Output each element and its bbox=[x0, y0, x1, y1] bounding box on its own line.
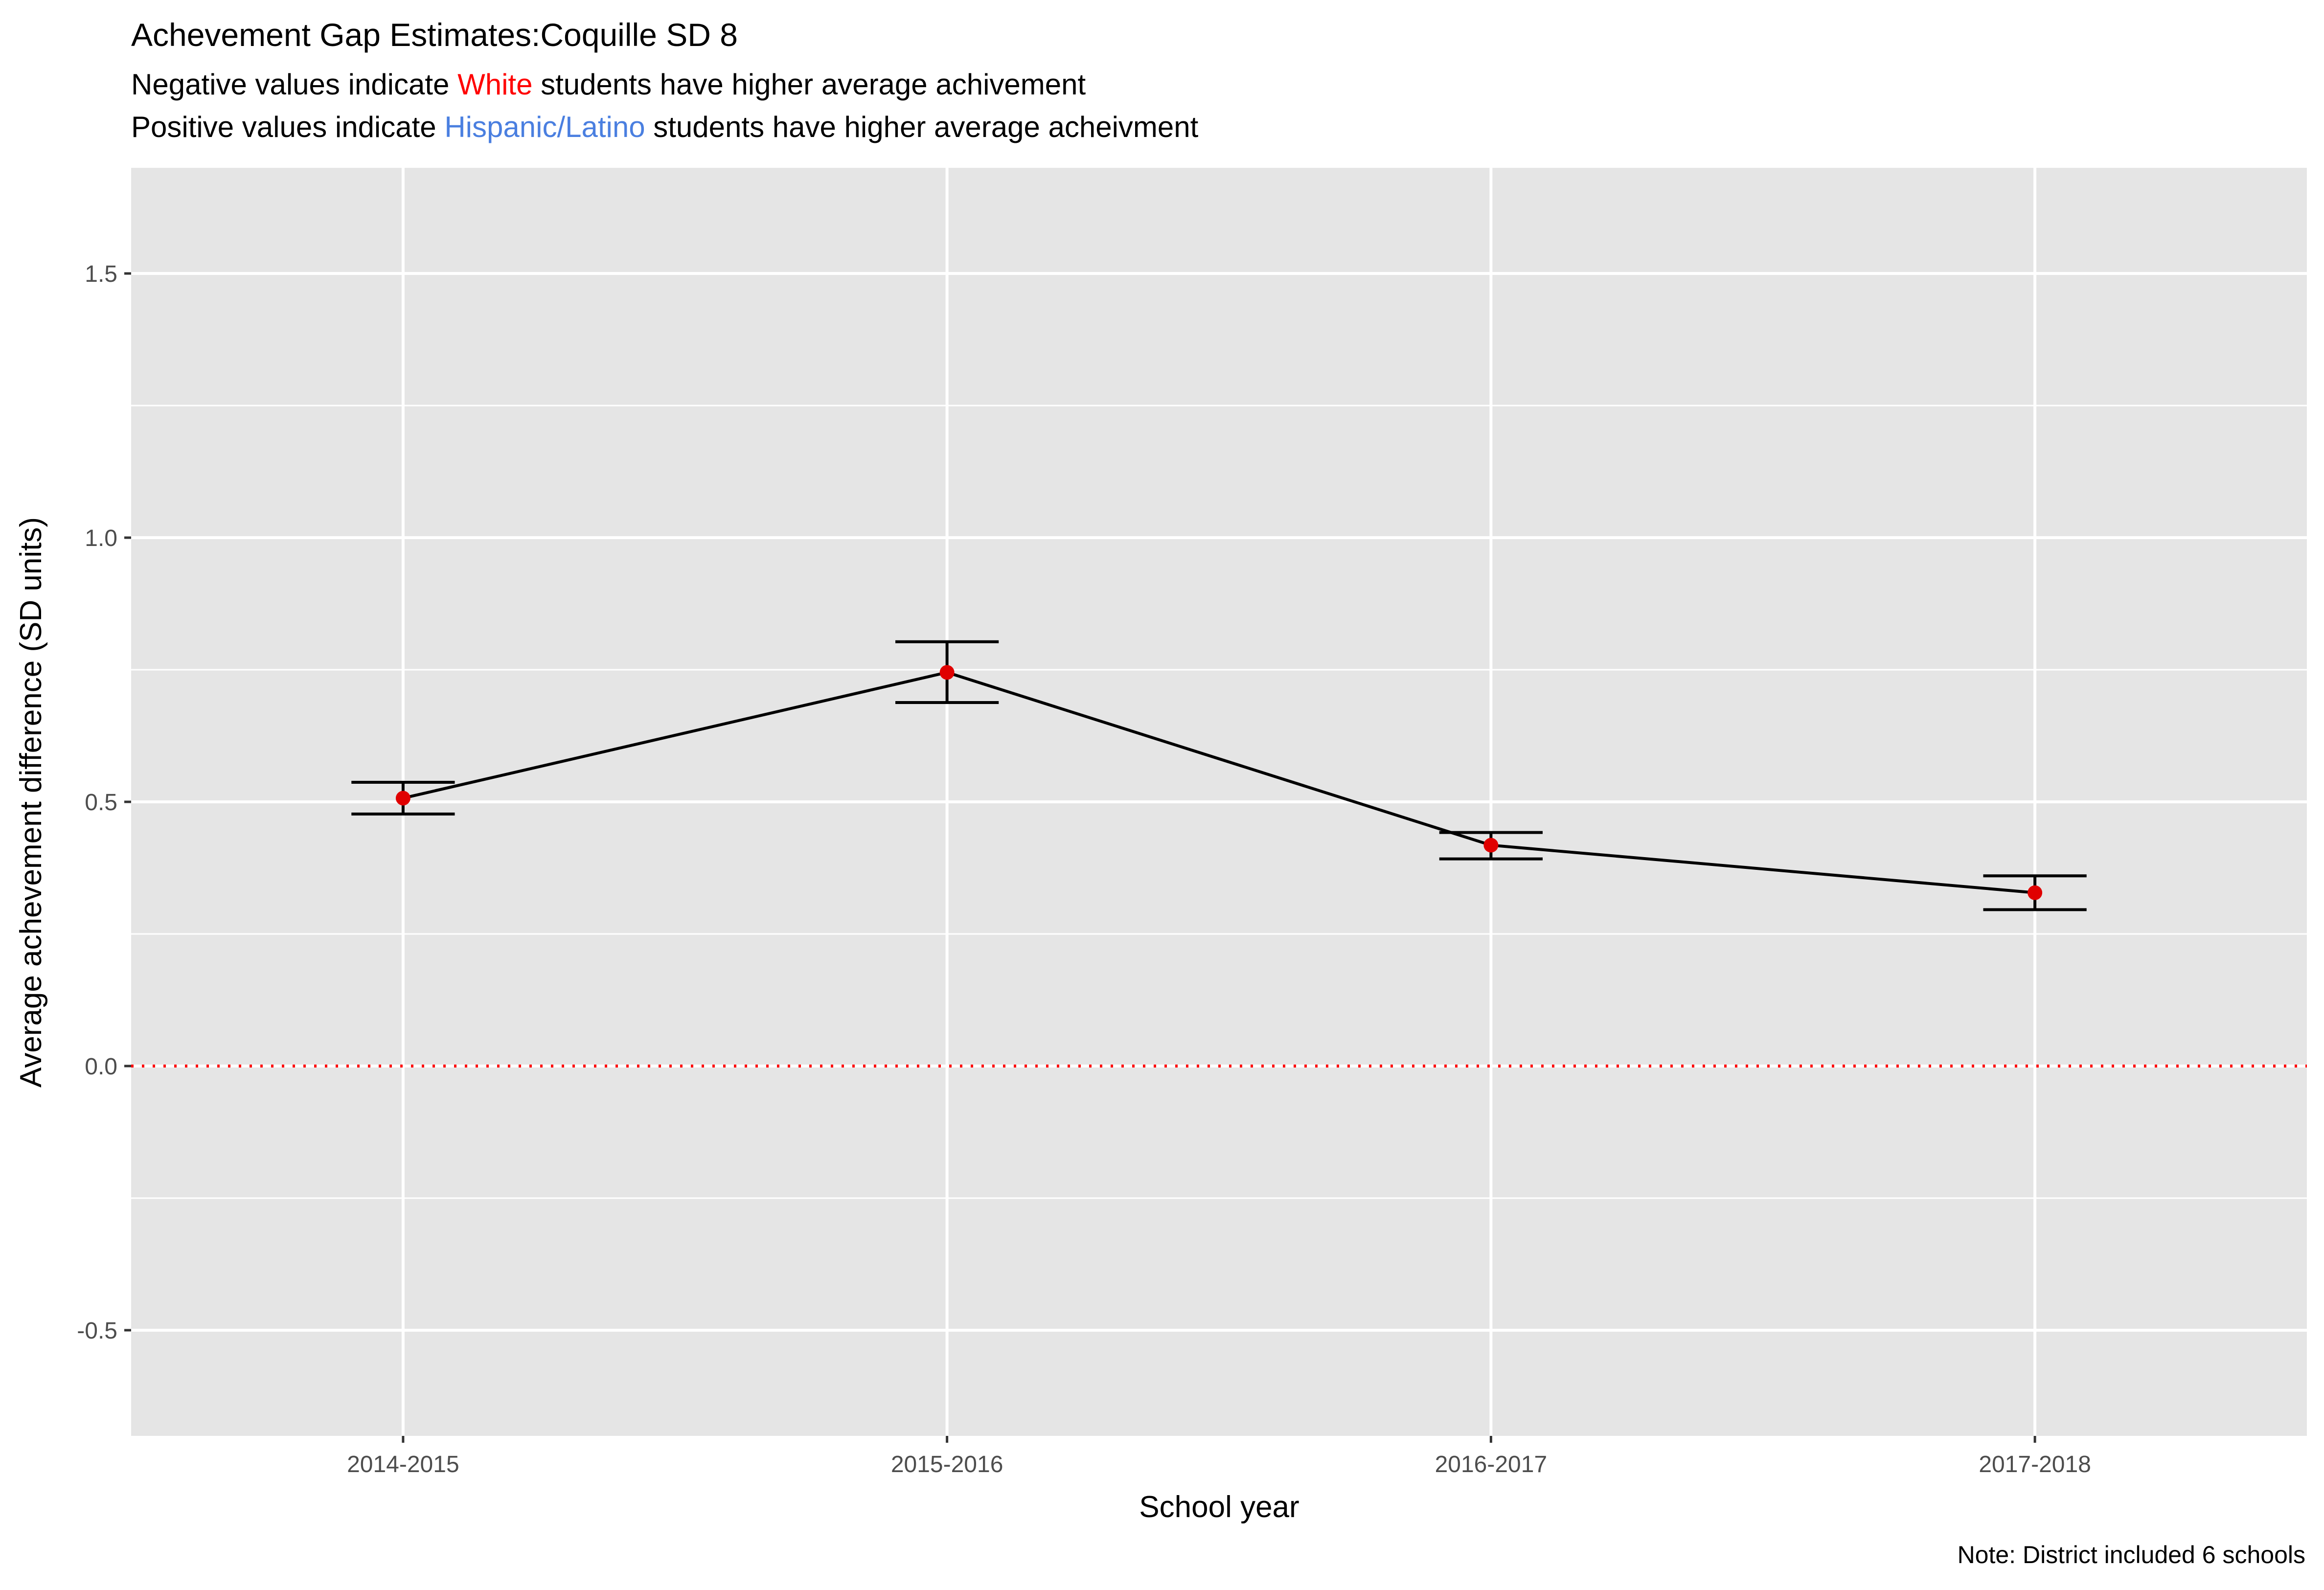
y-tick-label: 0.0 bbox=[85, 1054, 117, 1080]
y-axis-title: Average achevement difference (SD units) bbox=[14, 517, 48, 1088]
x-tick-label: 2015-2016 bbox=[891, 1452, 1003, 1477]
x-tick-label: 2014-2015 bbox=[347, 1452, 459, 1477]
y-axis: -0.5 0.0 0.5 1.0 1.5 bbox=[77, 261, 131, 1344]
subtitle-line-1-before: Negative values indicate bbox=[131, 68, 457, 101]
subtitle-white-highlight: White bbox=[457, 68, 532, 101]
subtitle-line-2: Positive values indicate Hispanic/Latino… bbox=[131, 111, 1199, 143]
chart-caption: Note: District included 6 schools bbox=[1958, 1541, 2305, 1568]
data-points bbox=[395, 665, 2043, 900]
series-line-group bbox=[403, 671, 2035, 894]
y-tick-label: 1.5 bbox=[85, 261, 117, 287]
data-point bbox=[2028, 885, 2043, 900]
chart-title: Achevement Gap Estimates:Coquille SD 8 bbox=[131, 17, 738, 53]
series-line bbox=[403, 671, 2035, 894]
x-tick-label: 2016-2017 bbox=[1435, 1452, 1548, 1477]
y-tick-label: -0.5 bbox=[77, 1318, 117, 1344]
subtitle-line-2-after: students have higher average acheivment bbox=[645, 111, 1199, 143]
y-tick-label: 1.0 bbox=[85, 525, 117, 551]
subtitle-hispanic-highlight: Hispanic/Latino bbox=[444, 111, 645, 143]
x-axis: 2014-2015 2015-2016 2016-2017 2017-2018 bbox=[347, 1436, 2091, 1477]
error-bars bbox=[351, 640, 2087, 911]
subtitle-line-1-after: students have higher average achivement bbox=[532, 68, 1086, 101]
x-axis-title: School year bbox=[1139, 1490, 1299, 1524]
data-point bbox=[1483, 838, 1499, 853]
subtitle-line-2-before: Positive values indicate bbox=[131, 111, 444, 143]
y-tick-label: 0.5 bbox=[85, 790, 117, 816]
data-point bbox=[939, 665, 955, 680]
minor-gridlines bbox=[131, 405, 2307, 1199]
x-tick-label: 2017-2018 bbox=[1979, 1452, 2091, 1477]
subtitle-line-1: Negative values indicate White students … bbox=[131, 68, 1086, 101]
data-point bbox=[395, 791, 410, 806]
